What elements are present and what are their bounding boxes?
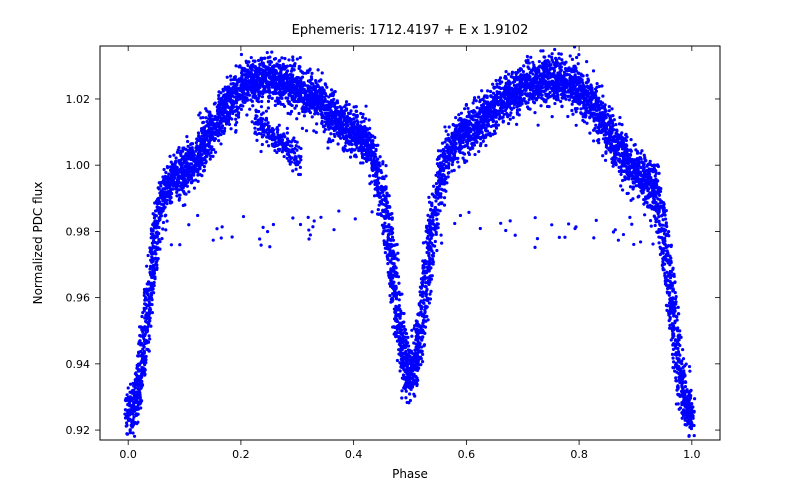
y-tick-label: 0.98: [66, 225, 91, 238]
data-points: [123, 45, 696, 438]
chart-svg: 0.0 0.2 0.4 0.6 0.8 1.0 0.92 0.94 0.96 0.98 1.00 1.…: [0, 0, 800, 500]
y-tick-label: 1.00: [66, 159, 91, 172]
y-tick-label: 0.94: [66, 358, 91, 371]
phase-flux-scatter-chart: 0.0 0.2 0.4 0.6 0.8 1.0 0.92 0.94 0.96 0.98 1.00 1.…: [0, 0, 800, 500]
x-tick-label: 0.8: [570, 448, 588, 461]
y-tick-label: 0.92: [66, 424, 91, 437]
y-axis-label: Normalized PDC flux: [31, 182, 45, 305]
chart-title: Ephemeris: 1712.4197 + E x 1.9102: [292, 23, 529, 38]
x-tick-label: 0.6: [458, 448, 476, 461]
y-tick-label: 1.02: [66, 93, 91, 106]
x-tick-label: 0.2: [232, 448, 250, 461]
x-tick-label: 0.4: [345, 448, 363, 461]
x-tick-label: 0.0: [119, 448, 137, 461]
y-tick-label: 0.96: [66, 292, 91, 305]
x-axis-label: Phase: [392, 467, 428, 481]
x-tick-label: 1.0: [683, 448, 701, 461]
